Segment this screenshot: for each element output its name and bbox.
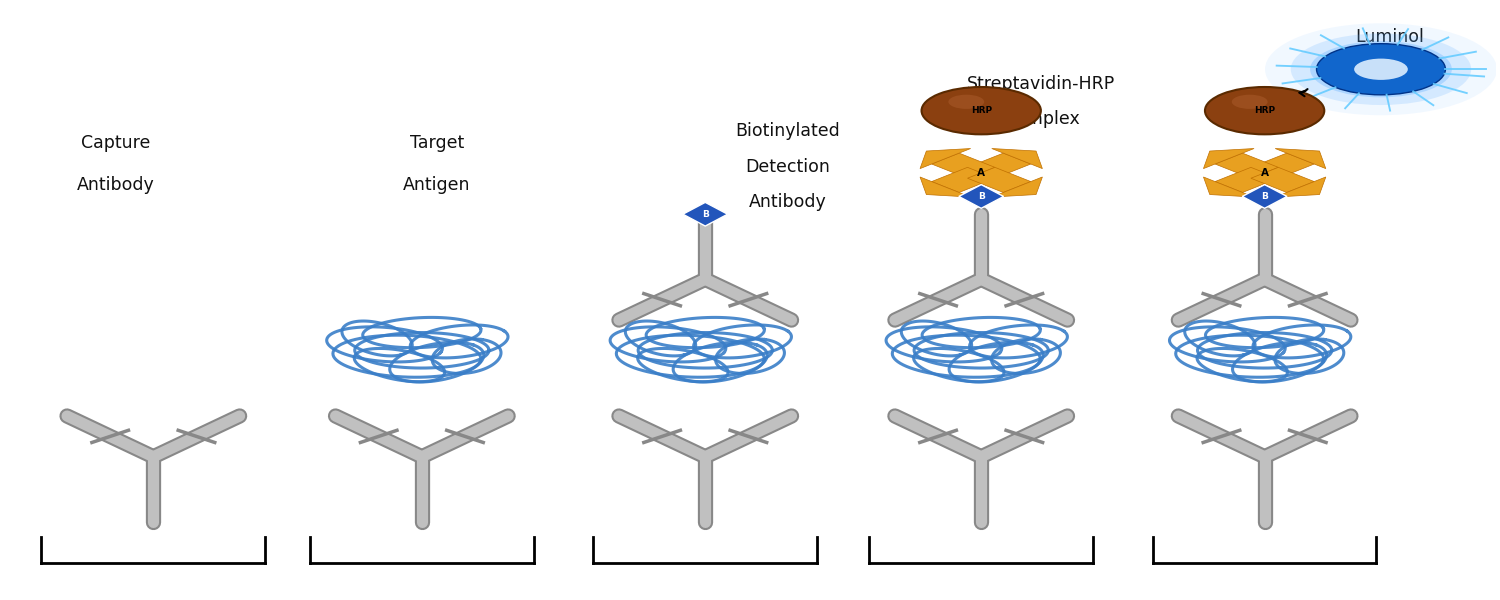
Text: Antibody: Antibody — [76, 175, 154, 193]
Text: HRP: HRP — [1254, 106, 1275, 115]
Text: Antigen: Antigen — [404, 175, 471, 193]
Circle shape — [1310, 41, 1452, 97]
Polygon shape — [1251, 153, 1314, 178]
Polygon shape — [992, 149, 1042, 169]
Text: Streptavidin-HRP: Streptavidin-HRP — [966, 75, 1114, 93]
Text: B: B — [702, 210, 708, 219]
Polygon shape — [1215, 153, 1278, 178]
Polygon shape — [1215, 167, 1278, 193]
Circle shape — [1292, 34, 1472, 105]
Polygon shape — [1251, 167, 1314, 193]
Text: Biotinylated: Biotinylated — [735, 122, 840, 140]
Text: A: A — [1260, 168, 1269, 178]
Polygon shape — [992, 177, 1042, 197]
Polygon shape — [682, 202, 728, 226]
Text: Antibody: Antibody — [748, 193, 827, 211]
Circle shape — [921, 87, 1041, 134]
Polygon shape — [920, 177, 970, 197]
Circle shape — [1204, 87, 1324, 134]
Polygon shape — [1275, 177, 1326, 197]
Polygon shape — [968, 153, 1030, 178]
Polygon shape — [932, 153, 994, 178]
Polygon shape — [920, 149, 970, 169]
Text: Substrate: Substrate — [1347, 63, 1432, 81]
Circle shape — [1232, 95, 1268, 109]
Polygon shape — [932, 167, 994, 193]
Circle shape — [1354, 59, 1408, 80]
Text: B: B — [978, 192, 984, 201]
Circle shape — [1264, 23, 1497, 115]
Circle shape — [1317, 44, 1446, 95]
Text: B: B — [1262, 192, 1268, 201]
Polygon shape — [1203, 177, 1254, 197]
Text: Capture: Capture — [81, 134, 150, 152]
Polygon shape — [968, 167, 1030, 193]
Text: Target: Target — [410, 134, 464, 152]
Polygon shape — [1203, 149, 1254, 169]
Text: HRP: HRP — [970, 106, 992, 115]
Polygon shape — [958, 185, 1004, 208]
Text: Complex: Complex — [1002, 110, 1080, 128]
Text: Detection: Detection — [746, 158, 830, 176]
Polygon shape — [1275, 149, 1326, 169]
Text: A: A — [976, 168, 986, 178]
Text: Luminol: Luminol — [1356, 28, 1425, 46]
Polygon shape — [1242, 185, 1287, 208]
Circle shape — [948, 95, 984, 109]
